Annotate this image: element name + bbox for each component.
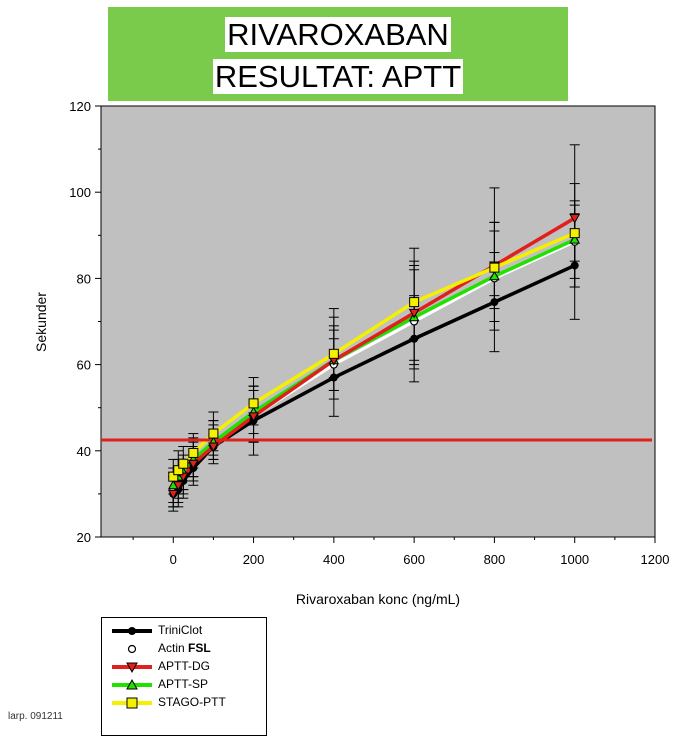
legend-swatch-triniclot [112,627,152,635]
legend-label-triniclot: TriniClot [158,623,203,637]
legend-label-actin-bold: FSL [188,641,211,655]
data-point-stago-ptt [188,447,199,458]
data-point-stago-ptt [489,262,500,273]
title-banner: RIVAROXABAN RESULTAT: APTT [108,7,568,101]
x-tick-label: 800 [484,552,506,567]
legend-label-actin: Actin [158,641,185,655]
legend-item-actin: Actin FSL [106,640,262,658]
chart-title-line-2: RESULTAT: APTT [212,59,464,94]
axes: 0 200 400 600 800 1000 1200 20 40 60 80 100 120 [69,99,669,567]
data-point-triniclot [410,334,419,343]
chart-area: 0 200 400 600 800 1000 1200 20 40 60 80 100 120 Riva… [33,99,669,607]
data-point-stago-ptt [168,471,179,482]
data-point-stago-ptt [569,228,580,239]
data-point-aptt-sp [569,234,581,244]
legend: TriniClot Actin FSL APTT-DG APTT-SP STAG… [101,617,267,736]
legend-swatch-aptt-dg [112,662,152,674]
footnote: larp. 091211 [8,711,63,722]
x-axis-label: Rivaroxaban konc (ng/mL) [296,591,460,607]
legend-item-aptt-sp: APTT-SP [106,676,262,694]
legend-label-aptt-sp: APTT-SP [158,677,209,691]
y-tick-label: 80 [77,271,91,286]
data-point-aptt-sp [489,270,500,281]
x-tick-label: 1000 [560,552,589,567]
data-point-stago-ptt [178,458,189,469]
data-point-aptt-dg [208,442,219,453]
data-point-triniclot [570,261,579,270]
x-tick-label: 200 [243,552,265,567]
data-point-stago-ptt [248,398,259,409]
x-tick-label: 400 [323,552,345,567]
data-point-triniclot [329,373,338,382]
data-point-aptt-dg [167,489,179,500]
legend-item-aptt-dg: APTT-DG [106,658,262,676]
data-point-aptt-dg [172,481,184,491]
y-tick-label: 40 [77,444,91,459]
x-tick-label: 1200 [641,552,670,567]
y-tick-label: 20 [77,530,91,545]
y-tick-label: 100 [69,185,91,200]
y-axis-label: Sekunder [33,292,49,352]
data-point-stago-ptt [328,348,339,359]
x-tick-label: 0 [170,552,177,567]
data-point-stago-ptt [173,465,184,476]
data-point-aptt-dg [569,214,581,224]
series-markers [167,214,581,500]
legend-item-triniclot: TriniClot [106,622,262,640]
legend-swatch-aptt-sp [112,678,152,690]
legend-item-stago-ptt: STAGO-PTT [106,694,262,712]
legend-swatch-stago-ptt [112,697,152,709]
data-point-triniclot [490,298,499,307]
data-point-aptt-dg [187,459,199,470]
data-point-aptt-dg [248,412,259,422]
chart-title-line-1: RIVAROXABAN [225,17,451,52]
data-point-stago-ptt [208,428,219,439]
y-tick-label: 120 [69,99,91,114]
x-tick-label: 600 [403,552,425,567]
data-point-stago-ptt [409,297,420,308]
legend-label-stago-ptt: STAGO-PTT [158,695,226,709]
legend-label-aptt-dg: APTT-DG [158,659,211,673]
y-tick-label: 60 [77,358,91,373]
legend-swatch-actin [127,644,137,654]
data-point-aptt-dg [408,308,420,319]
